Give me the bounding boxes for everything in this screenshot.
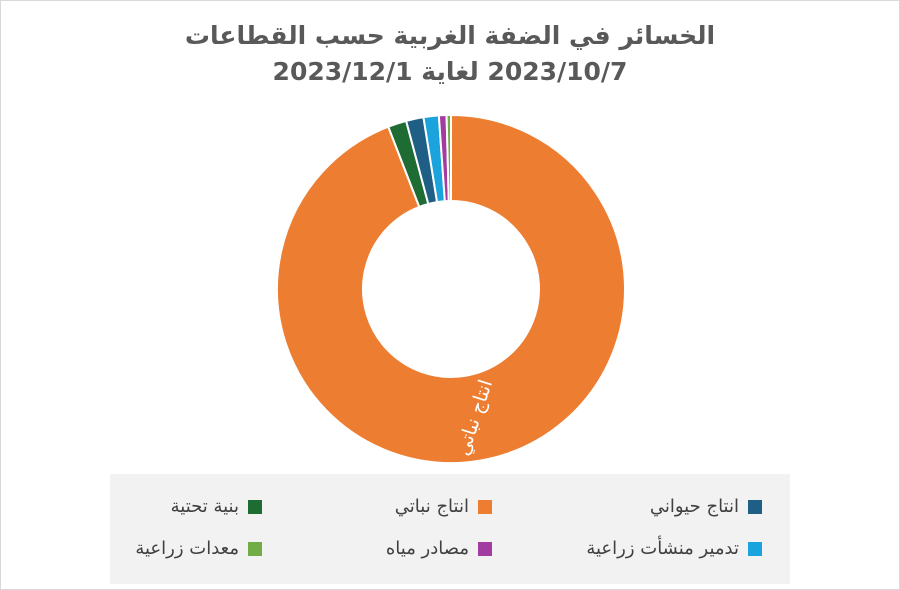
legend-swatch-3 bbox=[748, 541, 762, 556]
legend-label-4: مصادر مياه bbox=[385, 538, 469, 559]
chart-title-line-1: الخسائر في الضفة الغربية حسب القطاعات bbox=[184, 21, 716, 50]
legend-item-3: تدمير منشأت زراعية bbox=[586, 538, 762, 559]
legend-label-2: بنية تحتية bbox=[170, 496, 239, 517]
legend-label-0: انتاج حيواني bbox=[649, 496, 739, 517]
chart-legend: انتاج حيواني انتاج نباتي بنية تحتية تدمير م… bbox=[110, 474, 790, 584]
legend-label-3: تدمير منشأت زراعية bbox=[586, 538, 739, 559]
legend-label-5: معدات زراعية bbox=[135, 538, 239, 559]
chart-title: الخسائر في الضفة الغربية حسب القطاعات 20… bbox=[0, 18, 900, 90]
legend-swatch-2 bbox=[248, 499, 262, 514]
legend-item-1: انتاج نباتي bbox=[395, 496, 492, 517]
legend-item-5: معدات زراعية bbox=[135, 538, 262, 559]
legend-item-2: بنية تحتية bbox=[171, 496, 262, 517]
donut-slice-5 bbox=[445, 113, 452, 203]
chart-title-line-2: 2023/10/7 لغاية 2023/12/1 bbox=[272, 57, 628, 86]
legend-swatch-4 bbox=[478, 541, 492, 556]
donut-slice-0 bbox=[276, 113, 626, 464]
legend-item-4: مصادر مياه bbox=[386, 538, 492, 559]
legend-swatch-1 bbox=[478, 499, 492, 514]
legend-swatch-0 bbox=[748, 499, 762, 514]
legend-label-1: انتاج نباتي bbox=[394, 496, 469, 517]
legend-item-0: انتاج حيواني bbox=[650, 496, 762, 517]
legend-swatch-5 bbox=[248, 541, 262, 556]
